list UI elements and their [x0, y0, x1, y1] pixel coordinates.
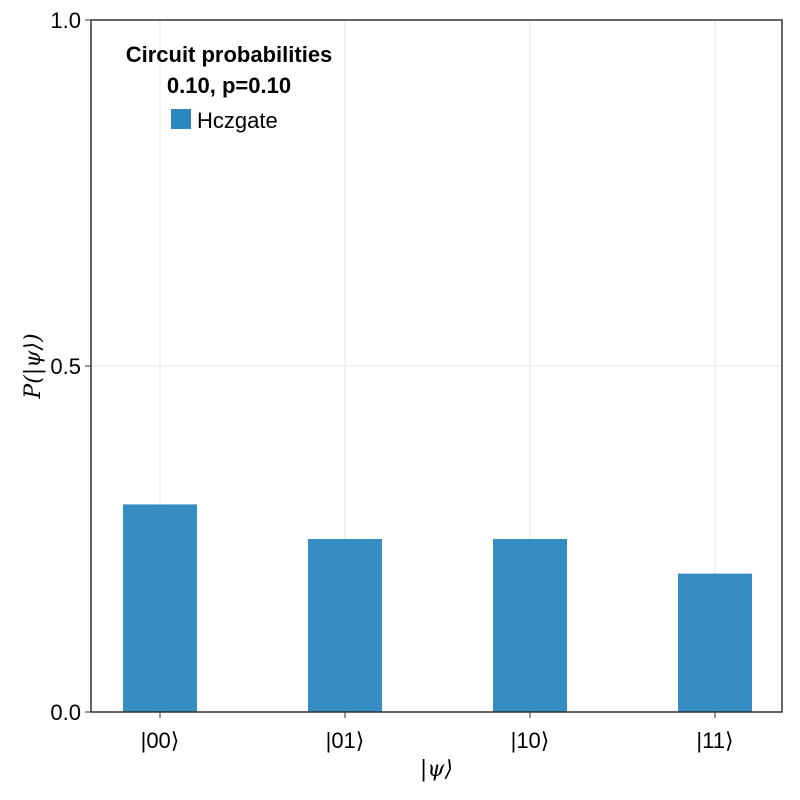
x-tick-label: |01⟩	[326, 728, 365, 753]
x-tick-label: |10⟩	[511, 728, 550, 753]
bars	[123, 504, 752, 712]
x-ticks: |00⟩ |01⟩ |10⟩ |11⟩	[141, 712, 734, 753]
y-tick-label: 1.0	[50, 8, 81, 33]
legend-title: Circuit probabilities	[126, 42, 333, 67]
bar	[308, 539, 382, 712]
legend: Circuit probabilities 0.10, p=0.10 Hczga…	[126, 42, 333, 133]
legend-swatch	[171, 109, 191, 129]
y-tick-label: 0.0	[50, 700, 81, 725]
x-tick-label: |11⟩	[696, 728, 733, 753]
y-axis-label: P(|ψ⟩)	[21, 333, 46, 399]
bar	[678, 573, 752, 712]
bar	[493, 539, 567, 712]
x-tick-label: |00⟩	[141, 728, 180, 753]
y-ticks: 0.0 0.5 1.0	[50, 8, 91, 725]
x-axis-label: |ψ⟩	[420, 757, 453, 782]
legend-label: Hczgate	[197, 108, 278, 133]
y-tick-label: 0.5	[50, 354, 81, 379]
bar	[123, 504, 197, 712]
legend-subtitle: 0.10, p=0.10	[167, 73, 291, 98]
